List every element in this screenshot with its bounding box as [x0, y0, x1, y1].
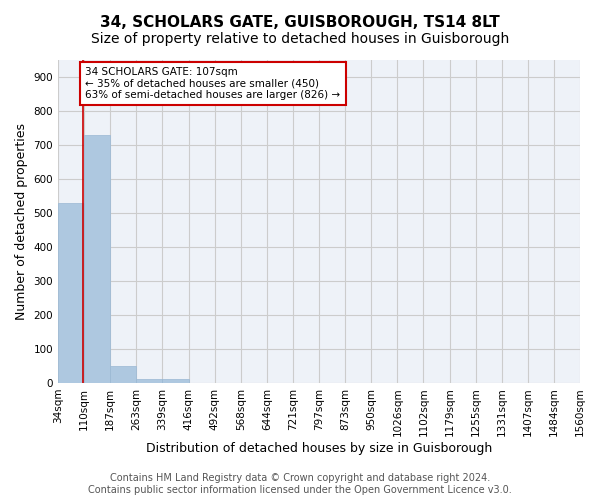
Text: Contains HM Land Registry data © Crown copyright and database right 2024.
Contai: Contains HM Land Registry data © Crown c…: [88, 474, 512, 495]
Text: 34 SCHOLARS GATE: 107sqm
← 35% of detached houses are smaller (450)
63% of semi-: 34 SCHOLARS GATE: 107sqm ← 35% of detach…: [85, 67, 340, 100]
Bar: [110, 366, 136, 383]
Bar: [58, 202, 84, 383]
Y-axis label: Number of detached properties: Number of detached properties: [15, 123, 28, 320]
Bar: [84, 135, 110, 383]
Text: 34, SCHOLARS GATE, GUISBOROUGH, TS14 8LT: 34, SCHOLARS GATE, GUISBOROUGH, TS14 8LT: [100, 15, 500, 30]
X-axis label: Distribution of detached houses by size in Guisborough: Distribution of detached houses by size …: [146, 442, 492, 455]
Bar: [136, 379, 163, 383]
Bar: [163, 380, 188, 383]
Text: Size of property relative to detached houses in Guisborough: Size of property relative to detached ho…: [91, 32, 509, 46]
